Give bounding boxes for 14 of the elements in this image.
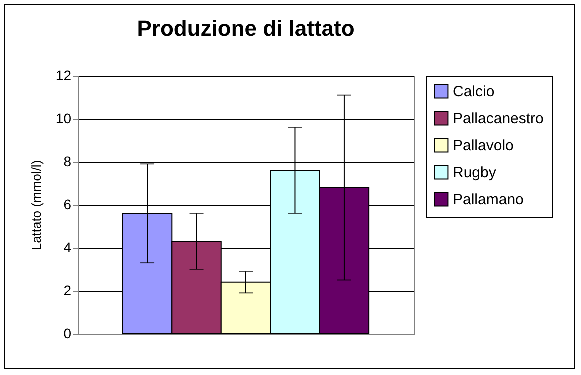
y-tick-label: 12 (56, 68, 72, 84)
y-tick-label: 0 (64, 326, 72, 342)
legend-label: Rugby (453, 164, 497, 182)
y-axis-title: Lattato (mmol/l) (28, 160, 44, 251)
legend-label: Calcio (453, 84, 495, 100)
legend-label: Pallamano (453, 192, 524, 208)
legend-label: Pallavolo (453, 138, 514, 154)
y-tick-label: 10 (56, 110, 72, 126)
y-tick-label: 8 (64, 154, 72, 170)
legend-label: Pallacanestro (453, 110, 544, 128)
y-tick-label: 6 (64, 196, 72, 212)
chart-title: Produzione di lattato (137, 16, 355, 41)
y-tick-label: 2 (64, 282, 72, 298)
y-tick-label: 4 (64, 240, 72, 256)
